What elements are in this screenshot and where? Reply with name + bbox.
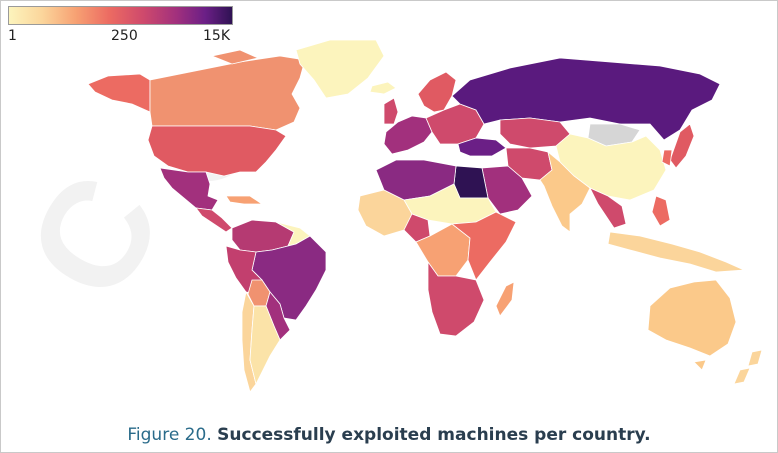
korea-region bbox=[661, 149, 673, 167]
central-america-region bbox=[195, 207, 233, 233]
nigeria-region bbox=[403, 213, 431, 243]
cuba-region bbox=[225, 195, 264, 205]
argentina-region bbox=[249, 305, 281, 386]
legend-gradient-bar bbox=[8, 6, 233, 25]
indonesia-region bbox=[607, 231, 745, 273]
australia-region bbox=[647, 279, 737, 371]
southern-africa-region bbox=[427, 260, 485, 337]
southeast-asia-region bbox=[589, 187, 627, 229]
russia-region bbox=[451, 57, 721, 141]
canada-region bbox=[149, 49, 306, 131]
scandinavia-region bbox=[417, 71, 457, 113]
world-map bbox=[87, 39, 763, 393]
usa-region bbox=[147, 125, 287, 177]
egypt-region bbox=[453, 165, 489, 199]
western-europe-region bbox=[383, 115, 433, 155]
philippines-region bbox=[651, 195, 671, 227]
figure-caption-text: Successfully exploited machines per coun… bbox=[217, 425, 651, 445]
arabia-region bbox=[481, 165, 533, 215]
figure-caption: Figure 20. Successfully exploited machin… bbox=[0, 425, 778, 445]
legend-min-label: 1 bbox=[8, 28, 17, 44]
iceland-region bbox=[369, 81, 397, 95]
madagascar-region bbox=[495, 281, 515, 317]
color-legend: 1 250 15K bbox=[8, 6, 234, 46]
greenland-region bbox=[295, 39, 385, 99]
east-africa-region bbox=[450, 211, 517, 281]
india-region bbox=[539, 150, 591, 233]
mexico-region bbox=[159, 167, 219, 211]
uk-region bbox=[383, 97, 399, 125]
eastern-europe-region bbox=[425, 103, 485, 145]
legend-max-label: 15K bbox=[203, 28, 230, 44]
legend-mid-label: 250 bbox=[111, 28, 138, 44]
new-zealand-region bbox=[733, 349, 763, 385]
alaska-region bbox=[87, 73, 151, 113]
turkey-region bbox=[457, 137, 507, 157]
figure-number: Figure 20. bbox=[127, 425, 212, 445]
